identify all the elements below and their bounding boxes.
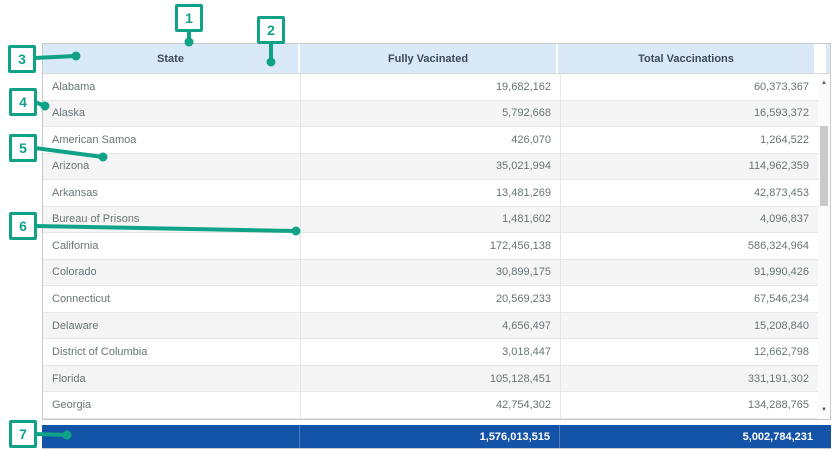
table-row[interactable]: Alaska 5,792,668 16,593,372 <box>43 100 830 128</box>
state-cell[interactable]: Delaware <box>52 319 99 332</box>
callout-1: 1 <box>175 4 203 32</box>
scrollbar-corner <box>814 44 826 73</box>
state-cell[interactable]: Bureau of Prisons <box>52 213 140 226</box>
table-row[interactable]: Florida 105,128,451 331,191,302 <box>43 365 830 393</box>
table-body: Alabama 19,682,162 60,373,367 Alaska 5,792,6… <box>43 74 830 419</box>
state-cell[interactable]: American Samoa <box>52 133 137 146</box>
fully-vacinated-cell[interactable]: 5,792,668 <box>300 100 560 127</box>
total-vaccinations-cell[interactable]: 12,662,798 <box>560 339 818 365</box>
scroll-up-icon[interactable]: ▲ <box>821 80 827 86</box>
table-row[interactable]: District of Columbia 3,018,447 12,662,798 <box>43 339 830 366</box>
state-cell[interactable]: Alabama <box>52 80 96 93</box>
table-row[interactable]: Arizona 35,021,994 114,962,359 <box>43 153 830 181</box>
callout-2: 2 <box>257 16 285 44</box>
table-row[interactable]: Georgia 42,754,302 134,288,765 <box>43 392 830 419</box>
callout-3: 3 <box>8 45 36 73</box>
table-header-row: State Fully Vacinated Total Vaccinations <box>43 44 830 74</box>
column-header-fully-vacinated[interactable]: Fully Vacinated <box>300 44 558 73</box>
fully-vacinated-cell[interactable]: 105,128,451 <box>300 365 560 392</box>
total-vaccinations-cell[interactable]: 67,546,234 <box>560 286 818 312</box>
fully-vacinated-cell[interactable]: 13,481,269 <box>300 180 560 206</box>
total-vaccinations-cell[interactable]: 1,264,522 <box>560 127 818 153</box>
state-cell[interactable]: Connecticut <box>52 293 111 306</box>
total-vaccinations-cell[interactable]: 60,373,367 <box>560 74 818 100</box>
total-vaccinations-cell[interactable]: 331,191,302 <box>560 365 818 392</box>
table-row[interactable]: Arkansas 13,481,269 42,873,453 <box>43 180 830 207</box>
total-fully-vacinated-cell: 1,576,013,515 <box>300 425 560 448</box>
total-vaccinations-cell[interactable]: 586,324,964 <box>560 233 818 259</box>
total-vaccinations-cell[interactable]: 42,873,453 <box>560 180 818 206</box>
total-vaccinations-cell[interactable]: 91,990,426 <box>560 259 818 286</box>
table-row[interactable]: Delaware 4,656,497 15,208,840 <box>43 312 830 340</box>
state-cell[interactable]: California <box>52 239 99 252</box>
vertical-scrollbar[interactable]: ▲ ▼ <box>818 74 830 419</box>
table-row[interactable]: California 172,456,138 586,324,964 <box>43 233 830 260</box>
fully-vacinated-cell[interactable]: 42,754,302 <box>300 392 560 418</box>
fully-vacinated-cell[interactable]: 30,899,175 <box>300 259 560 286</box>
callout-5: 5 <box>9 134 37 162</box>
column-header-total-vaccinations[interactable]: Total Vaccinations <box>638 52 734 65</box>
table-row[interactable]: Colorado 30,899,175 91,990,426 <box>43 259 830 287</box>
fully-vacinated-cell[interactable]: 426,070 <box>300 127 560 153</box>
total-state-cell <box>42 425 300 448</box>
scroll-down-icon[interactable]: ▼ <box>821 407 827 413</box>
table-row[interactable]: American Samoa 426,070 1,264,522 <box>43 127 830 154</box>
fully-vacinated-cell[interactable]: 172,456,138 <box>300 233 560 259</box>
state-cell[interactable]: Arizona <box>52 160 90 173</box>
state-cell[interactable]: District of Columbia <box>52 346 148 359</box>
total-vaccinations-cell[interactable]: 134,288,765 <box>560 392 818 418</box>
total-vaccinations-cell[interactable]: 114,962,359 <box>560 153 818 180</box>
callout-7: 7 <box>9 420 37 448</box>
state-cell[interactable]: Georgia <box>52 399 92 412</box>
fully-vacinated-cell[interactable]: 1,481,602 <box>300 206 560 233</box>
total-vaccinations-cell: 5,002,784,231 <box>742 430 813 443</box>
data-table: State Fully Vacinated Total Vaccinations… <box>42 43 831 420</box>
total-vaccinations-cell[interactable]: 15,208,840 <box>560 312 818 339</box>
fully-vacinated-cell[interactable]: 4,656,497 <box>300 312 560 339</box>
scrollbar-thumb[interactable] <box>820 126 828 206</box>
state-cell[interactable]: Alaska <box>52 107 86 120</box>
state-cell[interactable]: Colorado <box>52 266 97 279</box>
table-row[interactable]: Bureau of Prisons 1,481,602 4,096,837 <box>43 206 830 234</box>
state-cell[interactable]: Arkansas <box>52 186 98 199</box>
fully-vacinated-cell[interactable]: 35,021,994 <box>300 153 560 180</box>
column-header-state[interactable]: State <box>43 44 300 73</box>
table-total-row: 1,576,013,515 5,002,784,231 <box>42 425 831 449</box>
callout-6: 6 <box>9 212 37 240</box>
fully-vacinated-cell[interactable]: 19,682,162 <box>300 74 560 100</box>
callout-4: 4 <box>9 88 37 116</box>
fully-vacinated-cell[interactable]: 3,018,447 <box>300 339 560 365</box>
total-vaccinations-cell[interactable]: 4,096,837 <box>560 206 818 233</box>
total-vaccinations-cell[interactable]: 16,593,372 <box>560 100 818 127</box>
state-cell[interactable]: Florida <box>52 372 86 385</box>
table-row[interactable]: Alabama 19,682,162 60,373,367 <box>43 74 830 101</box>
table-row[interactable]: Connecticut 20,569,233 67,546,234 <box>43 286 830 313</box>
fully-vacinated-cell[interactable]: 20,569,233 <box>300 286 560 312</box>
